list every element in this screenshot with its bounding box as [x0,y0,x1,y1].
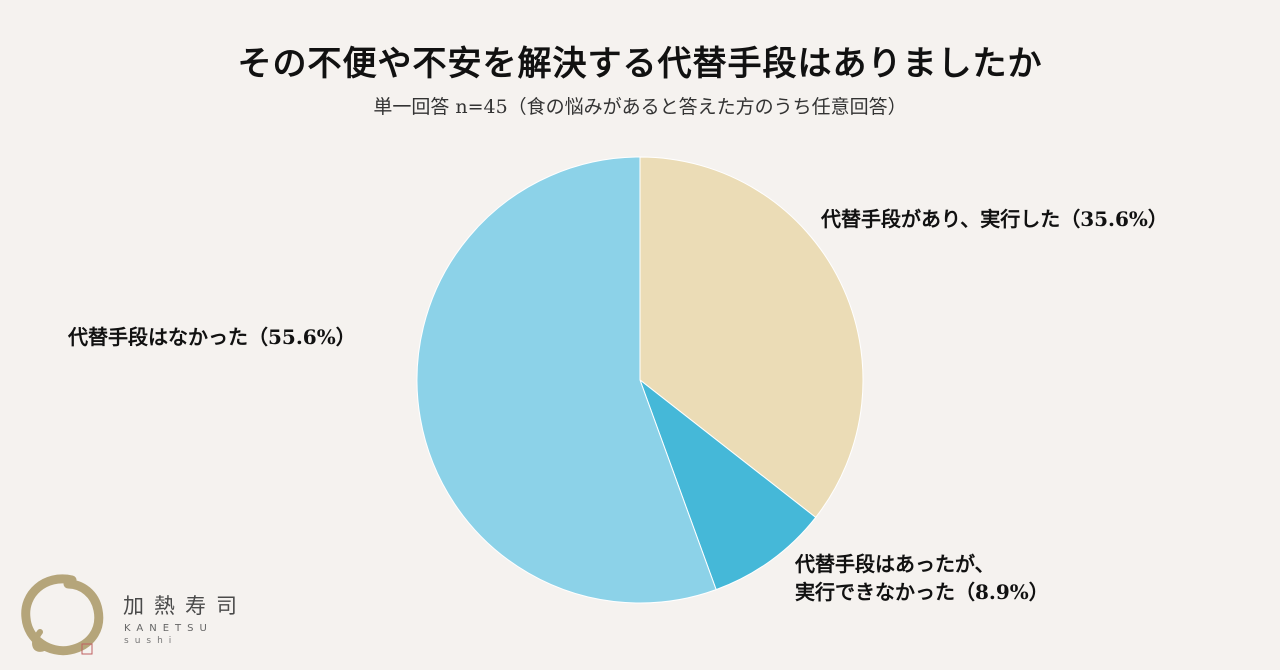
pie-slice-none [416,156,717,604]
brand-logo: 加熱寿司 KANETSU sushi [20,572,280,662]
pie-slice-not-implemented [638,378,817,591]
slice-label-not-implemented-line1: 代替手段はあったが、 [795,552,995,576]
slice-label-not-implemented: 代替手段はあったが、 実行できなかった（8.9%） [795,550,1049,606]
slice-label-none: 代替手段はなかった（55.6%） [68,325,356,349]
chart-subtitle: 単一回答 n=45（食の悩みがあると答えた方のうち任意回答） [373,96,907,118]
pie-slice-implemented [639,156,864,519]
slice-label-not-implemented-line2: 実行できなかった（8.9%） [795,580,1049,604]
logo-ring-icon [21,574,104,656]
logo-romaji: KANETSU [124,623,213,634]
logo-name: 加熱寿司 [123,594,247,618]
slice-label-implemented: 代替手段があり、実行した（35.6%） [821,207,1168,231]
logo-sub: sushi [124,636,178,646]
chart-title: その不便や不安を解決する代替手段はありましたか [237,44,1043,84]
